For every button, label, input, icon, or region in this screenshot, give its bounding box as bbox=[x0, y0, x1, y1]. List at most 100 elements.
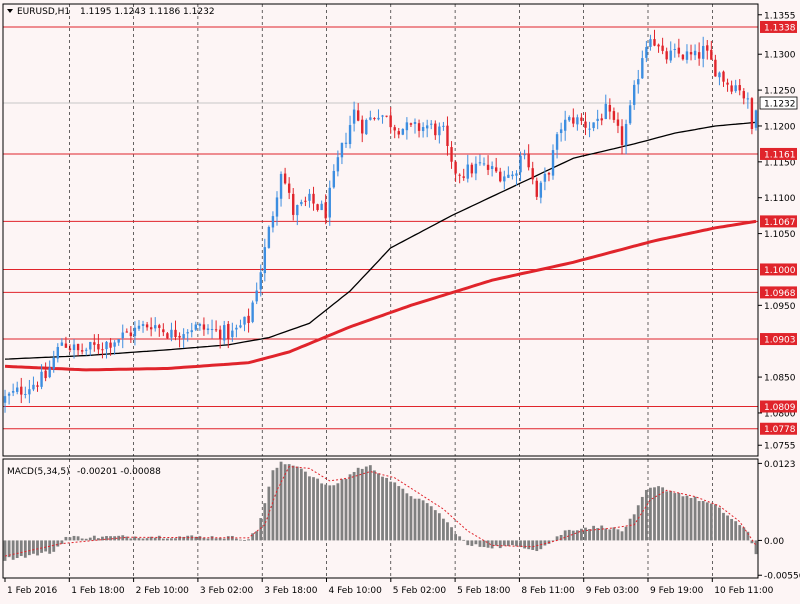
macd-bar bbox=[742, 527, 746, 541]
candle-body bbox=[559, 129, 563, 134]
candle-body bbox=[190, 330, 193, 333]
candle-body bbox=[56, 347, 59, 359]
candle-body bbox=[576, 117, 579, 125]
macd-bar bbox=[68, 537, 72, 541]
candles bbox=[3, 29, 758, 413]
macd-bar bbox=[19, 540, 23, 557]
macd-bar bbox=[23, 540, 27, 558]
macd-bar bbox=[129, 538, 133, 541]
level-label-box bbox=[760, 263, 797, 276]
current-price-box bbox=[759, 96, 798, 110]
candle-body bbox=[543, 173, 547, 182]
candle-body bbox=[645, 47, 648, 58]
macd-bar bbox=[490, 540, 494, 549]
candle-body bbox=[3, 396, 7, 403]
candle-body bbox=[292, 193, 295, 215]
level-label-box bbox=[760, 422, 797, 435]
macd-bar bbox=[92, 535, 96, 541]
candle-body bbox=[60, 342, 64, 346]
macd-bar bbox=[665, 491, 669, 541]
macd-bar bbox=[697, 501, 701, 541]
candle-body bbox=[198, 324, 202, 326]
candle-body bbox=[72, 344, 76, 351]
macd-signal-line bbox=[4, 465, 757, 557]
candle-body bbox=[600, 118, 603, 121]
macd-bar bbox=[405, 493, 409, 541]
y-tick-label: 1.1150 bbox=[764, 158, 796, 168]
macd-bar bbox=[592, 525, 596, 541]
candle-body bbox=[722, 71, 725, 82]
level-label: 1.1161 bbox=[764, 150, 796, 160]
candle-body bbox=[702, 45, 705, 59]
macd-bar bbox=[519, 540, 522, 548]
candle-body bbox=[20, 386, 23, 395]
candle-body bbox=[434, 123, 437, 136]
candle-body bbox=[328, 187, 331, 218]
candle-body bbox=[718, 72, 721, 78]
macd-bar bbox=[689, 498, 693, 541]
macd-bar bbox=[393, 482, 397, 541]
macd-bar bbox=[738, 525, 742, 541]
candle-body bbox=[206, 328, 210, 331]
macd-bar bbox=[608, 529, 612, 541]
candle-body bbox=[40, 371, 43, 387]
macd-bar bbox=[709, 503, 713, 541]
macd-bar bbox=[681, 496, 685, 541]
candle-body bbox=[304, 200, 307, 202]
macd-bar bbox=[470, 540, 474, 546]
y-tick-label: 1.1300 bbox=[764, 51, 796, 61]
macd-bar bbox=[722, 512, 725, 541]
macd-bar bbox=[279, 461, 283, 541]
candle-body bbox=[64, 343, 68, 348]
macd-bar bbox=[559, 534, 563, 541]
candle-body bbox=[568, 117, 571, 121]
candle-body bbox=[154, 325, 157, 329]
macd-bar bbox=[96, 538, 100, 541]
macd-bar bbox=[11, 540, 15, 560]
macd-bar bbox=[48, 540, 52, 554]
macd-bar bbox=[373, 470, 376, 541]
candle-body bbox=[101, 349, 104, 351]
candle-body bbox=[247, 315, 250, 324]
macd-bar bbox=[474, 540, 478, 545]
candle-body bbox=[677, 47, 681, 54]
macd-bar bbox=[235, 538, 238, 541]
ma-slow-path bbox=[4, 219, 757, 372]
macd-bar bbox=[360, 468, 364, 541]
level-labels: 1.1338 1.1161 1.1067 1.1000 1.0968 1.0903 1.08… bbox=[760, 20, 797, 435]
macd-bar bbox=[283, 464, 287, 541]
macd-bar bbox=[555, 536, 559, 541]
candle-body bbox=[511, 174, 514, 177]
macd-bar bbox=[36, 540, 39, 556]
candle-body bbox=[271, 216, 275, 228]
collapse-triangle-icon[interactable] bbox=[7, 9, 13, 13]
candle-body bbox=[385, 115, 388, 117]
candle-body bbox=[336, 157, 340, 172]
candle-body bbox=[547, 172, 551, 175]
candle-body bbox=[608, 104, 612, 112]
macd-bar bbox=[308, 476, 311, 541]
macd-bar bbox=[726, 515, 729, 541]
candle-body bbox=[649, 39, 652, 47]
candle-body bbox=[300, 202, 303, 205]
y-tick-label: 1.0755 bbox=[764, 442, 796, 452]
candle-body bbox=[16, 387, 19, 392]
level-label: 1.1338 bbox=[764, 23, 796, 33]
macd-bar bbox=[40, 540, 43, 553]
macd-bar bbox=[32, 540, 35, 554]
candle-body bbox=[68, 348, 72, 350]
y-tick-label: 1.1250 bbox=[764, 87, 796, 97]
macd-bar bbox=[596, 528, 600, 541]
macd-bar bbox=[377, 473, 380, 541]
candle-body bbox=[80, 350, 84, 352]
candle-body bbox=[149, 327, 153, 330]
candle-body bbox=[499, 171, 502, 182]
macd-bar bbox=[677, 493, 681, 541]
candle-body bbox=[235, 327, 238, 330]
y-tick-label: 1.1100 bbox=[764, 194, 796, 204]
macd-bar bbox=[320, 483, 324, 541]
candle-body bbox=[661, 45, 664, 51]
candle-body bbox=[255, 290, 258, 302]
